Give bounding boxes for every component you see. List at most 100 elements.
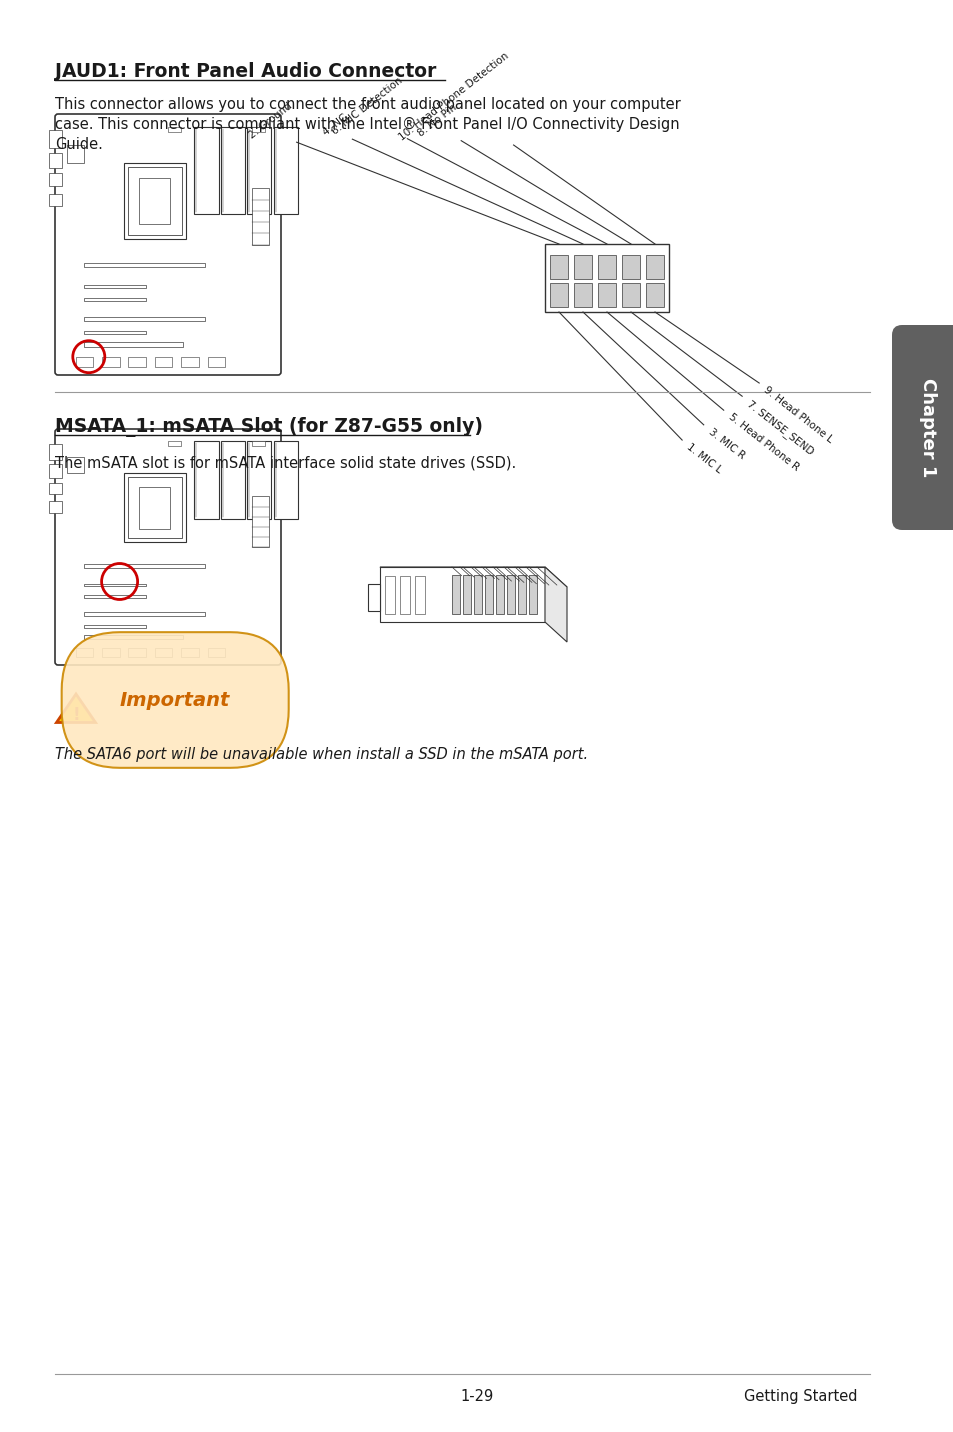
Bar: [75, 357, 93, 367]
Bar: [645, 255, 663, 279]
Bar: [67, 145, 84, 163]
Text: 5. Head Phone R: 5. Head Phone R: [726, 412, 800, 473]
Bar: [484, 576, 493, 614]
Polygon shape: [379, 567, 566, 587]
Bar: [129, 649, 146, 657]
Bar: [124, 163, 186, 239]
Bar: [84, 613, 205, 616]
Bar: [84, 636, 183, 639]
Bar: [139, 487, 170, 528]
Bar: [517, 576, 525, 614]
Bar: [84, 596, 146, 597]
Bar: [220, 127, 245, 213]
Bar: [385, 576, 395, 614]
Bar: [84, 331, 146, 334]
Bar: [84, 564, 205, 567]
Bar: [181, 357, 198, 367]
Text: 3. MIC R: 3. MIC R: [706, 427, 746, 461]
Bar: [208, 649, 225, 657]
Text: JAUD1: Front Panel Audio Connector: JAUD1: Front Panel Audio Connector: [55, 62, 436, 82]
Bar: [154, 357, 172, 367]
Text: 6. MIC Detection: 6. MIC Detection: [330, 76, 404, 136]
Bar: [252, 441, 265, 445]
Bar: [621, 284, 639, 306]
Bar: [50, 173, 62, 186]
Bar: [927, 329, 953, 526]
Text: Guide.: Guide.: [55, 137, 103, 152]
Text: Chapter 1: Chapter 1: [918, 378, 936, 477]
Bar: [84, 298, 146, 301]
Bar: [598, 255, 616, 279]
Bar: [544, 243, 668, 312]
Bar: [194, 127, 218, 213]
Bar: [598, 284, 616, 306]
Text: !: !: [72, 706, 80, 725]
Bar: [139, 178, 170, 223]
Bar: [50, 193, 62, 206]
Bar: [550, 255, 567, 279]
Text: 2. Ground: 2. Ground: [247, 100, 294, 140]
Bar: [84, 584, 146, 586]
Text: The mSATA slot is for mSATA interface solid state drives (SSD).: The mSATA slot is for mSATA interface so…: [55, 455, 516, 470]
Text: case. This connector is compliant with the Intel® Front Panel I/O Connectivity D: case. This connector is compliant with t…: [55, 117, 679, 132]
Bar: [529, 576, 537, 614]
Bar: [154, 649, 172, 657]
Bar: [550, 284, 567, 306]
Bar: [574, 255, 592, 279]
Bar: [574, 284, 592, 306]
FancyBboxPatch shape: [891, 325, 953, 530]
Bar: [124, 474, 186, 543]
Text: Getting Started: Getting Started: [743, 1389, 857, 1403]
Bar: [247, 127, 271, 213]
Bar: [415, 576, 424, 614]
Bar: [252, 189, 269, 245]
FancyBboxPatch shape: [55, 115, 281, 375]
Polygon shape: [56, 695, 95, 723]
Bar: [84, 263, 205, 268]
Text: 1-29: 1-29: [460, 1389, 493, 1403]
Bar: [128, 168, 181, 235]
Bar: [208, 357, 225, 367]
Bar: [368, 583, 379, 611]
Bar: [220, 441, 245, 520]
Bar: [399, 576, 410, 614]
Text: 4. NC: 4. NC: [320, 112, 349, 137]
Bar: [252, 497, 269, 547]
Polygon shape: [544, 567, 566, 642]
Bar: [496, 576, 503, 614]
Bar: [84, 285, 146, 288]
Text: Important: Important: [120, 690, 230, 709]
Text: 8. No Pin: 8. No Pin: [416, 102, 457, 139]
Bar: [168, 127, 181, 132]
Bar: [84, 342, 183, 347]
Bar: [102, 357, 119, 367]
Text: 10. Head Phone Detection: 10. Head Phone Detection: [396, 52, 510, 143]
Bar: [50, 130, 62, 147]
FancyBboxPatch shape: [55, 430, 281, 664]
Bar: [50, 153, 62, 168]
Bar: [379, 567, 544, 621]
Text: The SATA6 port will be unavailable when install a SSD in the mSATA port.: The SATA6 port will be unavailable when …: [55, 748, 587, 762]
Bar: [506, 576, 515, 614]
Bar: [84, 316, 205, 321]
Bar: [247, 441, 271, 520]
Bar: [181, 649, 198, 657]
Bar: [621, 255, 639, 279]
Text: 7. SENSE_SEND: 7. SENSE_SEND: [744, 398, 815, 457]
Bar: [102, 649, 119, 657]
Bar: [194, 441, 218, 520]
Bar: [50, 483, 62, 494]
Bar: [50, 444, 62, 460]
Bar: [645, 284, 663, 306]
Bar: [474, 576, 481, 614]
Bar: [84, 626, 146, 627]
Text: 9. Head Phone L: 9. Head Phone L: [761, 385, 834, 445]
Bar: [168, 441, 181, 445]
Bar: [75, 649, 93, 657]
Text: MSATA_1: mSATA Slot (for Z87-G55 only): MSATA_1: mSATA Slot (for Z87-G55 only): [55, 417, 482, 437]
Text: This connector allows you to connect the front audio panel located on your compu: This connector allows you to connect the…: [55, 97, 680, 112]
Bar: [252, 127, 265, 132]
Bar: [129, 357, 146, 367]
Bar: [128, 477, 181, 538]
Text: 1. MIC L: 1. MIC L: [684, 442, 723, 475]
